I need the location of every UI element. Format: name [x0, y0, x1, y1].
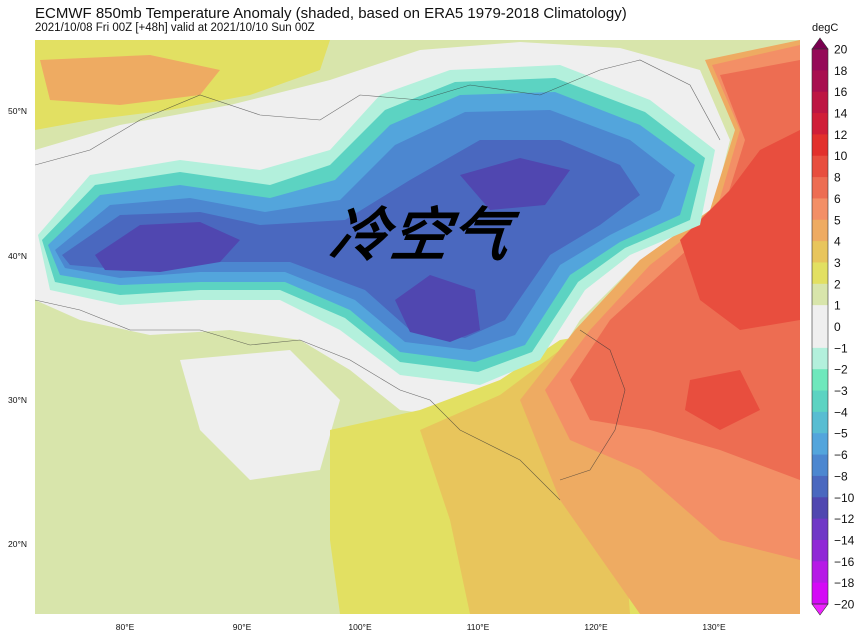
lat-label-50n: 50°N: [8, 106, 27, 116]
colorbar-tick-label: −4: [834, 405, 848, 419]
lon-label-80e: 80°E: [115, 622, 135, 632]
colorbar-tick-label: 3: [834, 256, 841, 270]
colorbar-bin: [812, 411, 828, 434]
anomaly-region-deep-blue-north: [460, 158, 570, 210]
colorbar-bin: [812, 262, 828, 285]
lat-label-20n: 20°N: [8, 539, 27, 549]
colorbar-tick-label: −1: [834, 341, 848, 355]
colorbar-tick-label: 18: [834, 64, 848, 78]
colorbar-unit: degC: [812, 22, 839, 34]
colorbar-tick-label: −2: [834, 363, 848, 377]
colorbar-bin: [812, 198, 828, 221]
lon-label-90e: 90°E: [232, 622, 252, 632]
colorbar-tick-label: 12: [834, 128, 848, 142]
colorbar-bin: [812, 475, 828, 498]
colorbar-under-triangle: [811, 603, 829, 616]
lon-label-120e: 120°E: [584, 622, 608, 632]
colorbar-bin: [812, 369, 828, 392]
map-title: ECMWF 850mb Temperature Anomaly (shaded,…: [35, 5, 627, 22]
colorbar-bin: [812, 241, 828, 263]
lon-label-130e: 130°E: [702, 622, 726, 632]
colorbar-tick-label: 4: [834, 235, 841, 249]
colorbar-bin: [812, 70, 828, 93]
colorbar-bin: [812, 134, 828, 157]
lat-label-40n: 40°N: [8, 251, 27, 261]
colorbar-over-triangle: [811, 37, 829, 50]
lat-label-30n: 30°N: [8, 395, 27, 405]
colorbar-tick-label: 1: [834, 299, 841, 313]
anomaly-region-neutral-southwest: [180, 350, 340, 480]
colorbar-tick-label: −8: [834, 469, 848, 483]
colorbar-bin: [812, 155, 828, 178]
colorbar-tick-label: 20: [834, 43, 848, 57]
colorbar-bin: [812, 347, 828, 370]
colorbar-tick-label: 6: [834, 192, 841, 206]
colorbar-bin: [812, 219, 828, 242]
colorbar-tick-label: 5: [834, 213, 841, 227]
colorbar-bin: [812, 49, 828, 71]
colorbar-tick-label: −6: [834, 448, 848, 462]
anomaly-region-red-east: [680, 130, 800, 330]
colorbar-tick-label: 16: [834, 85, 848, 99]
colorbar-bin: [812, 326, 828, 349]
map-subtitle: 2021/10/08 Fri 00Z [+48h] valid at 2021/…: [35, 22, 315, 34]
country-borders: [35, 59, 721, 501]
colorbar-bin: [812, 177, 828, 199]
colorbar-tick-label: −10: [834, 491, 855, 505]
colorbar-tick-label: −20: [834, 598, 855, 612]
colorbar-bin: [812, 390, 828, 413]
colorbar-bin: [812, 582, 828, 605]
colorbar-tick-label: −12: [834, 512, 855, 526]
colorbar-frame: [811, 48, 829, 605]
colorbar-tick-label: −16: [834, 555, 855, 569]
colorbar-tick-label: −18: [834, 576, 855, 590]
colorbar-bin: [812, 497, 828, 520]
anomaly-region-orange-northwest: [40, 55, 220, 105]
colorbar-tick-label: −14: [834, 533, 855, 547]
anomaly-region-deep-blue-central: [395, 275, 480, 342]
colorbar-bin: [812, 433, 828, 456]
colorbar-tick-label: −5: [834, 427, 848, 441]
anomaly-region-deep-blue-west: [95, 222, 240, 272]
colorbar-bin: [812, 91, 828, 114]
colorbar-bin: [812, 561, 828, 584]
colorbar-bin: [812, 113, 828, 135]
cold-air-annotation: 冷空气: [326, 201, 517, 269]
anomaly-region-red-sea: [685, 370, 760, 430]
colorbar-bin: [812, 283, 828, 306]
colorbar-tick-label: 8: [834, 171, 841, 185]
lon-label-100e: 100°E: [348, 622, 372, 632]
colorbar-bin: [812, 454, 828, 477]
colorbar-tick-label: 14: [834, 107, 848, 121]
colorbar-tick-label: −3: [834, 384, 848, 398]
lon-label-110e: 110°E: [466, 622, 490, 632]
colorbar-bin: [812, 539, 828, 562]
colorbar-bin: [812, 518, 828, 541]
colorbar-bin: [812, 305, 828, 327]
colorbar-tick-label: 2: [834, 277, 841, 291]
colorbar-tick-label: 0: [834, 320, 841, 334]
colorbar-tick-label: 10: [834, 149, 848, 163]
